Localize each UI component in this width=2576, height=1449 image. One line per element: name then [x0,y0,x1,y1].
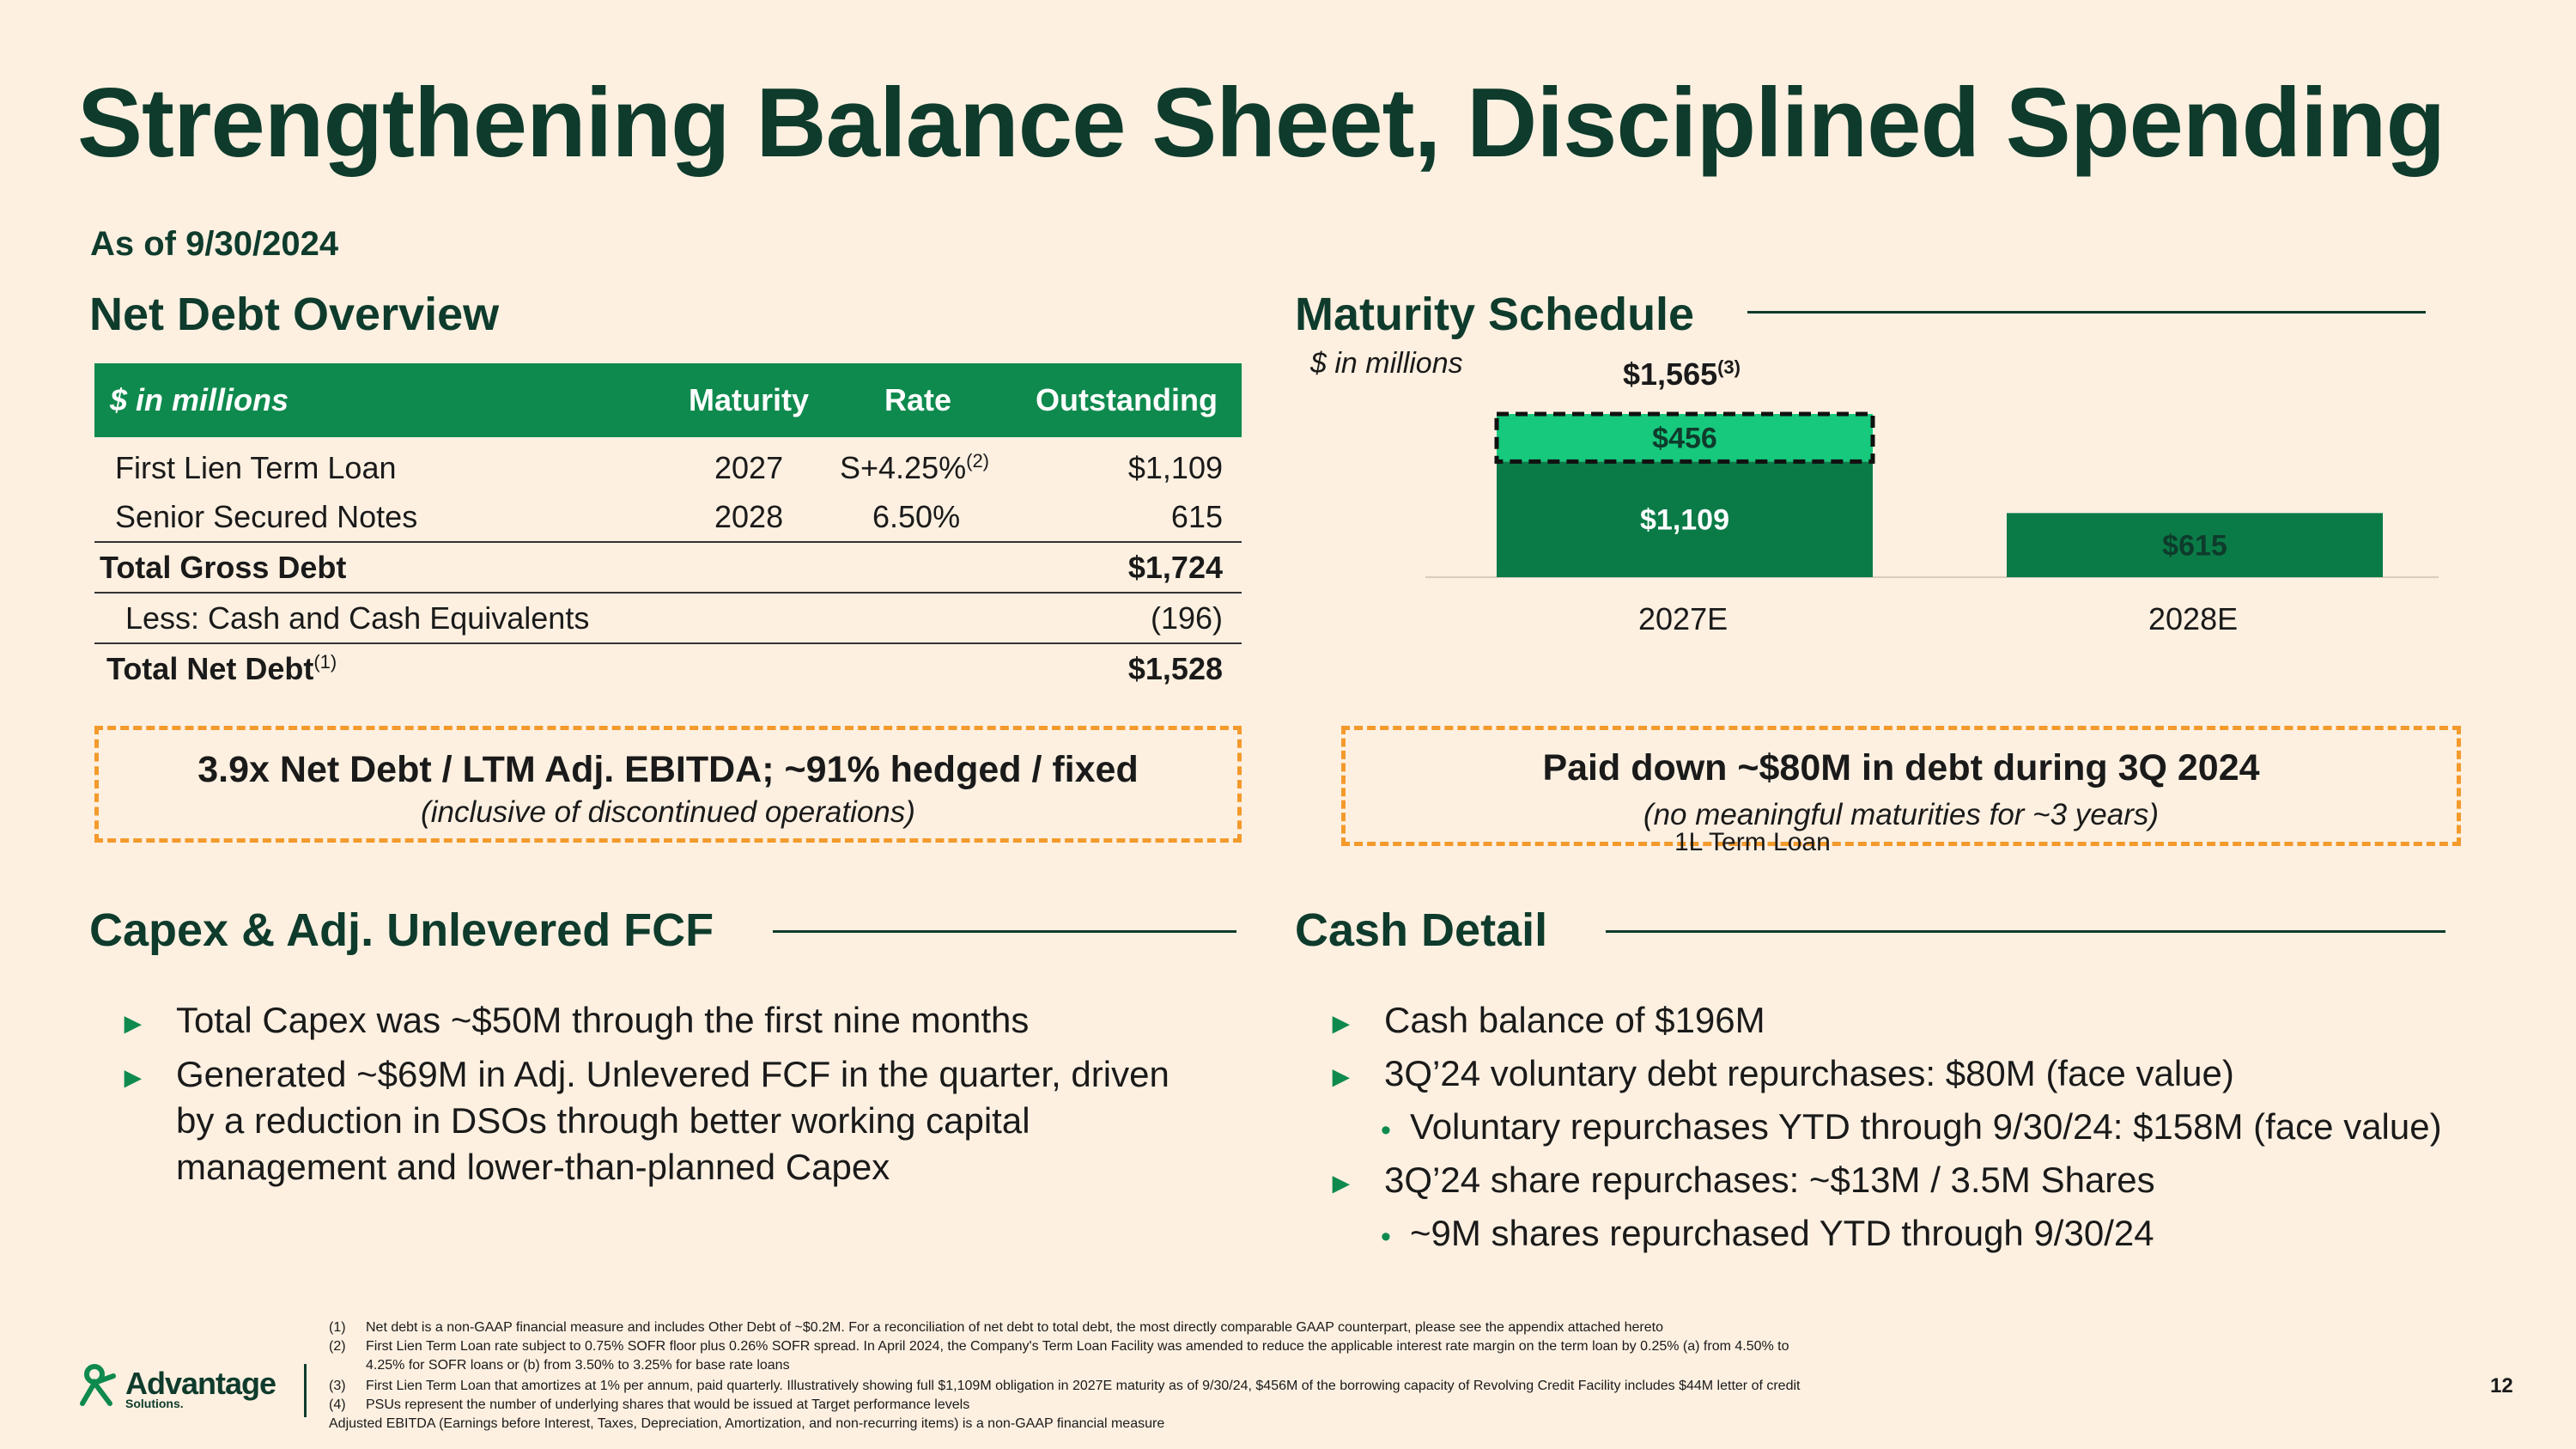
header-units: $ in millions [110,382,289,417]
cash-sub-text: ~9M shares repurchased YTD through 9/30/… [1410,1213,2154,1253]
bar-2028E-s0 [2007,513,2383,577]
callout-main: Paid down ~$80M in debt during 3Q 2024 [1542,747,2260,788]
footnote: First Lien Term Loan that amortizes at 1… [366,1379,1801,1393]
table-row: Less: Cash and Cash Equivalents (196) [94,592,1242,642]
net-debt-footnote: (1) [313,650,337,673]
heading-rule [1606,930,2445,933]
net-debt-table: $ in millions Maturity Rate Outstanding … [94,363,1242,693]
footnote-number: (3) [329,1379,346,1393]
row-outstanding: $1,724 [1127,549,1223,585]
row-label: Senior Secured Notes [115,498,418,534]
cash-bullet-text: 3Q’24 voluntary debt repurchases: $80M (… [1384,1053,2234,1093]
x-tick-2027: 2027E [1638,601,1728,636]
page-number: 12 [2490,1374,2513,1397]
total-value: $1,565 [1623,356,1718,392]
total-net-debt-label: Total Net Debt [106,650,314,686]
row-label: First Lien Term Loan [115,449,397,485]
cash-heading: Cash Detail [1295,904,1548,956]
table-row-total: Total Net Debt(1) $1,528 [94,642,1242,693]
cash-bullet: ► [1327,997,1356,1048]
footnote: First Lien Term Loan rate subject to 0.7… [366,1339,1789,1354]
bar-label-2027E-s1: $456 [1652,423,1717,455]
footnote: Adjusted EBITDA (Earnings before Interes… [329,1416,1165,1431]
capex-bullet-text: management and lower-than-planned Capex [176,1147,890,1187]
arrow-icon: ► [1327,1167,1356,1200]
net-debt-heading: Net Debt Overview [89,289,500,340]
leverage-callout: 3.9x Net Debt / LTM Adj. EBITDA; ~91% he… [94,726,1242,843]
table-row: Senior Secured Notes 2028 6.50% 615 [94,492,1242,541]
maturity-chart: $1,109 $456 $615 [1425,411,2439,578]
bar-label-2028E-s0: $615 [2162,530,2227,563]
capex-bullet-text: by a reduction in DSOs through better wo… [176,1100,1030,1141]
row-rate: S+4.25%(2) [840,450,989,486]
bar-2027E-s0 [1497,461,1873,577]
arrow-icon: ► [118,1008,148,1040]
as-of-date: As of 9/30/2024 [90,225,339,263]
cash-sub-bullet: • [1381,1104,1391,1154]
footnote-number: (4) [329,1397,346,1412]
row-outstanding: $1,528 [1127,650,1223,686]
cash-bullet-text: Cash balance of $196M [1384,1000,1765,1040]
footnote-number: (2) [329,1339,346,1354]
maturity-heading: Maturity Schedule [1295,289,1695,340]
footnote-number: (1) [329,1320,346,1335]
logo-sub: Solutions. [125,1397,184,1410]
table-header: $ in millions Maturity Rate Outstanding [94,363,1242,437]
capex-bullet: ► [118,997,148,1048]
row-label: Total Net Debt(1) [106,651,337,687]
page-title: Strengthening Balance Sheet, Disciplined… [77,69,2445,178]
table-row: First Lien Term Loan 2027 S+4.25%(2) $1,… [94,443,1242,492]
row-outstanding: (196) [1150,600,1223,636]
cash-bullet-text: 3Q’24 share repurchases: ~$13M / 3.5M Sh… [1384,1160,2155,1200]
callout-sub: (inclusive of discontinued operations) [421,795,915,829]
x-tick-2028: 2028E [2148,601,2239,636]
total-label: $1,565(3) [1623,356,1741,393]
cash-bullet: ► [1327,1157,1356,1208]
row-maturity: 2027 [714,449,784,485]
rate-value: S+4.25% [840,449,967,485]
advantage-logo-icon [80,1364,116,1406]
footnote: PSUs represent the number of underlying … [366,1397,970,1412]
logo-divider [304,1364,307,1417]
header-maturity: Maturity [689,382,810,417]
capex-heading: Capex & Adj. Unlevered FCF [89,904,714,956]
cash-bullet: ► [1327,1050,1356,1101]
row-maturity: 2028 [714,498,784,534]
bar-2027E-s1 [1494,411,1875,464]
chart-units: $ in millions [1310,347,1463,380]
heading-rule [1747,311,2426,314]
callout-sub: (no meaningful maturities for ~3 years) [1643,798,2160,831]
arrow-icon: ► [1327,1061,1356,1093]
arrow-icon: ► [118,1062,148,1094]
callout-main: 3.9x Net Debt / LTM Adj. EBITDA; ~91% he… [197,749,1139,790]
cash-sub-bullet: • [1381,1210,1391,1261]
table-row-total: Total Gross Debt $1,724 [94,541,1242,592]
footnote: Net debt is a non-GAAP financial measure… [366,1320,1663,1335]
heading-rule [773,930,1236,933]
dot-icon: • [1381,1221,1391,1253]
capex-bullet: ► [118,1051,148,1102]
logo-name: Advantage [125,1366,276,1401]
cash-sub-text: Voluntary repurchases YTD through 9/30/2… [1410,1106,2442,1147]
row-outstanding: 615 [1170,498,1223,534]
stray-label: 1L Term Loan [1674,828,1831,856]
bar-label-2027E-s0: $1,109 [1640,504,1729,537]
total-footnote: (3) [1717,356,1741,378]
capex-bullet-text: Generated ~$69M in Adj. Unlevered FCF in… [176,1054,1170,1094]
rate-footnote: (2) [966,449,990,472]
header-rate: Rate [884,382,952,417]
capex-bullet-text: Total Capex was ~$50M through the first … [176,1000,1030,1040]
header-outstanding: Outstanding [1036,382,1218,417]
row-outstanding: $1,109 [1127,449,1223,485]
paydown-callout: Paid down ~$80M in debt during 3Q 2024 (… [1341,726,2461,846]
row-label: Less: Cash and Cash Equivalents [125,600,590,636]
arrow-icon: ► [1327,1008,1356,1040]
row-rate: 6.50% [872,498,961,534]
footnote: 4.25% for SOFR loans or (b) from 3.50% t… [366,1358,790,1373]
bars-group: $1,109 $456 $615 [1494,411,2383,577]
dot-icon: • [1381,1114,1391,1147]
row-label: Total Gross Debt [100,549,347,585]
